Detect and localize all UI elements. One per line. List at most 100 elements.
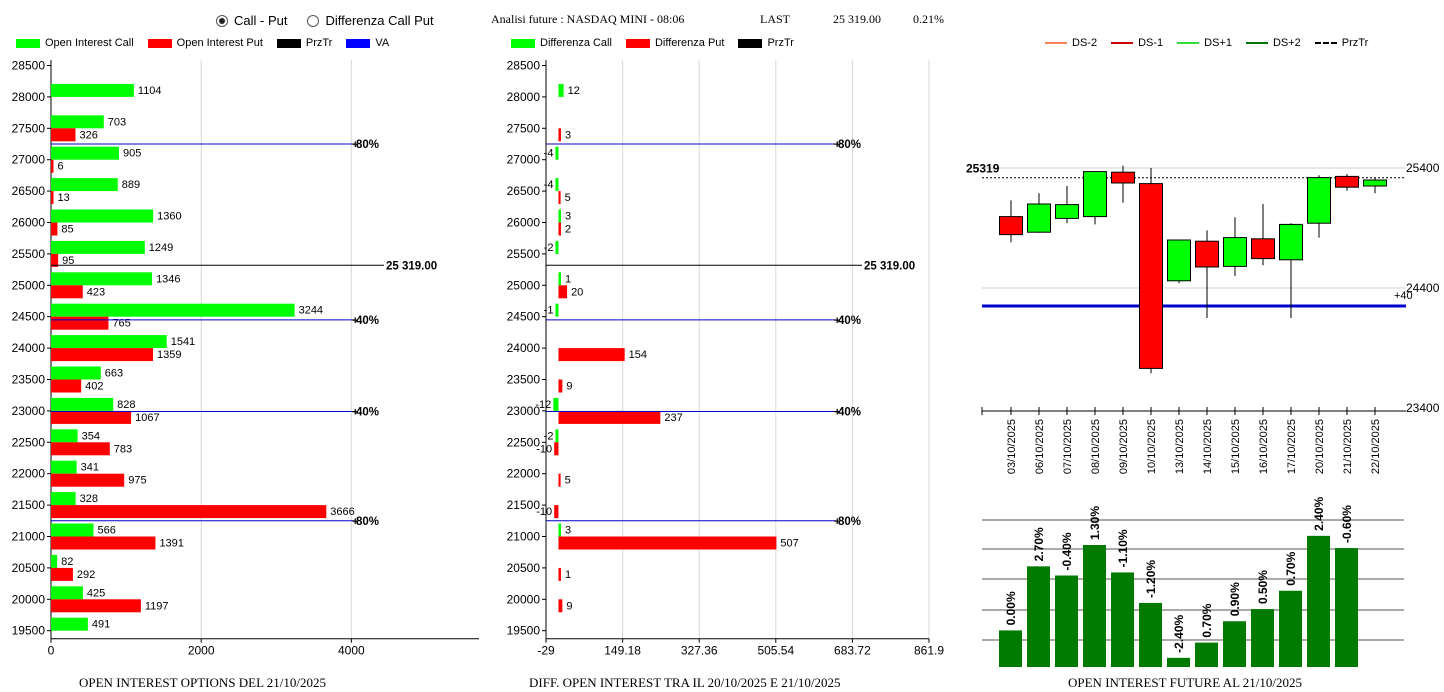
bar-value-label: 85: [61, 224, 73, 236]
future-oi-bar: [1335, 548, 1358, 667]
put-bar: [558, 536, 777, 550]
bar-value-label: -2: [544, 242, 554, 254]
legend-line-swatch: [1045, 42, 1067, 44]
call-bar: [51, 492, 76, 506]
va-label: 40%: [838, 315, 861, 327]
date-label: 06/10/2025: [1034, 419, 1046, 474]
va-marker: +: [352, 516, 358, 528]
legend-swatch: [625, 38, 650, 48]
future-oi-bar: [1027, 566, 1050, 667]
bar-value-label: 354: [82, 430, 100, 442]
x-tick-label: 505.54: [757, 644, 794, 658]
radio-call-put[interactable]: Call - Put: [216, 13, 287, 28]
candle-body: [999, 216, 1023, 236]
bar-value-label: 1: [565, 569, 571, 581]
candle-body: [1167, 239, 1191, 282]
y-tick-label: 24000: [507, 341, 541, 355]
future-oi-label: 0.70%: [1200, 603, 1214, 637]
va-marker: +: [834, 139, 840, 151]
candle-body: [1307, 177, 1331, 224]
y-tick-label: 21000: [507, 530, 541, 544]
put-bar: [51, 316, 109, 330]
bar-value-label: 783: [114, 443, 132, 455]
call-bar: [553, 397, 559, 411]
radio-differenza-label: Differenza Call Put: [325, 13, 434, 28]
footer-future-oi: OPEN INTEREST FUTURE AL 21/10/2025: [1068, 675, 1303, 690]
legend-line-swatch: [1111, 42, 1134, 44]
bar-value-label: 423: [87, 286, 105, 298]
y-tick-label: 19500: [12, 624, 46, 638]
date-label: 21/10/2025: [1342, 419, 1354, 474]
y-tick-label: 25500: [507, 247, 541, 261]
legend-swatch: [16, 38, 40, 48]
legend-item: DS-2: [1045, 37, 1097, 49]
date-label: 14/10/2025: [1202, 419, 1214, 474]
put-bar: [51, 191, 54, 205]
date-label: 03/10/2025: [1006, 419, 1018, 474]
last-value: 25 319.00: [833, 12, 881, 26]
date-label: 07/10/2025: [1062, 419, 1074, 474]
legend-item: PrzTr: [276, 37, 332, 49]
candle-body: [1251, 238, 1275, 260]
y-tick-label: 22500: [12, 435, 46, 449]
legend-label: DS-1: [1138, 37, 1164, 49]
call-bar: [558, 83, 564, 97]
va-label: +40: [1394, 290, 1413, 302]
put-bar: [51, 253, 59, 267]
legend-label: DS+2: [1272, 37, 1301, 49]
bar-value-label: -10: [536, 506, 552, 518]
radio-selected-icon: [216, 14, 228, 27]
call-bar: [555, 178, 559, 192]
legend-item: Open Interest Call: [16, 37, 134, 49]
bar-value-label: 328: [80, 493, 98, 505]
bar-value-label: 1359: [157, 349, 181, 361]
y-tick-label: 27500: [507, 121, 541, 135]
candlestick-chart: 25319 +40 25400 24400 23400 03/10/2025 06/10/2…: [966, 161, 1440, 474]
future-oi-label: 0.90%: [1228, 582, 1242, 616]
va-marker: +: [834, 516, 840, 528]
legend-swatch: [346, 38, 371, 48]
put-bar: [558, 191, 561, 205]
bar-value-label: 402: [85, 381, 103, 393]
legend-swatch: [147, 38, 172, 48]
put-bar: [51, 159, 54, 173]
bar-value-label: 20: [571, 286, 583, 298]
y-tick-label: 20500: [507, 561, 541, 575]
bar-value-label: 1541: [171, 336, 195, 348]
last-change: 0.21%: [913, 12, 944, 26]
bar-value-label: 3244: [299, 305, 323, 317]
x-tick-label: 683.72: [834, 644, 871, 658]
put-bar: [51, 505, 327, 519]
x-tick-label: -29: [537, 644, 555, 658]
radio-differenza[interactable]: Differenza Call Put: [307, 13, 434, 28]
call-bar: [555, 303, 559, 317]
y-tick-label: 23000: [507, 404, 541, 418]
legend-swatch: [738, 38, 763, 48]
candle-body: [1223, 237, 1247, 267]
call-bar: [558, 209, 561, 223]
va-label: 40%: [356, 407, 379, 419]
legend-item: Open Interest Put: [147, 37, 263, 49]
put-bar: [558, 567, 561, 581]
legend-swatch: [511, 38, 535, 48]
x-tick-label: 327.36: [681, 644, 718, 658]
legend-item: DS+1: [1177, 37, 1232, 49]
legend-label: Open Interest Put: [176, 37, 263, 49]
y-tick-label: 20500: [12, 561, 46, 575]
put-bar: [51, 536, 156, 550]
y-tick-label: 25000: [507, 278, 541, 292]
bar-value-label: 889: [122, 179, 140, 191]
bar-value-label: 1104: [138, 85, 162, 97]
bar-value-label: -12: [535, 399, 551, 411]
call-bar: [51, 554, 58, 568]
analysis-title: Analisi future : NASDAQ MINI - 08:06: [491, 12, 685, 26]
bar-value-label: 507: [780, 538, 798, 550]
y-tick-label: 26500: [12, 184, 46, 198]
candle-body: [1335, 175, 1359, 188]
y-tick-label: 23500: [12, 373, 46, 387]
va-marker: +: [834, 407, 840, 419]
bar-value-label: 326: [79, 129, 97, 141]
call-bar: [555, 146, 559, 160]
call-bar: [51, 586, 83, 600]
legend-item: Differenza Call: [511, 37, 612, 49]
